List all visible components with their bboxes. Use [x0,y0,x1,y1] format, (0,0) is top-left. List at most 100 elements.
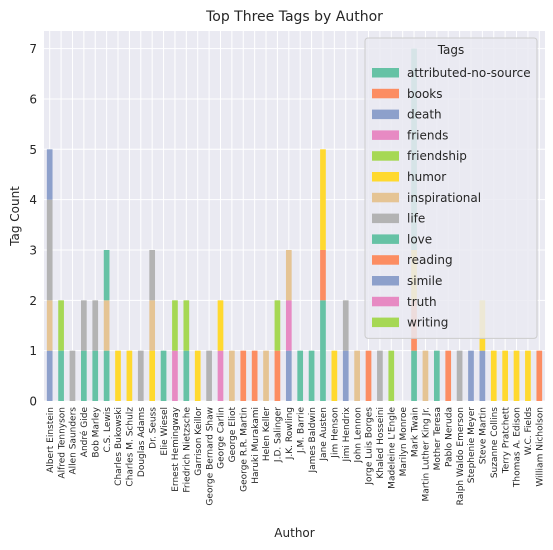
bar-segment [263,350,269,401]
x-tick-label: J.M. Barrie [296,407,306,454]
y-tick-label: 6 [29,92,37,106]
x-tick-label: Terry Pratchett [501,407,511,475]
x-tick-label: Ernest Hemingway [171,406,181,491]
legend-swatch [372,88,399,99]
x-tick-label: Martin Luther King Jr. [422,407,432,502]
legend-label: simile [407,274,442,288]
bar-segment [456,350,463,401]
bar-segment [285,300,292,351]
bar-segment [422,350,429,401]
bar-segment [137,350,144,401]
bar-segment [149,249,156,301]
x-tick-label: Mother Teresa [433,407,443,470]
y-tick-labels: 0 1 2 3 4 5 6 7 [29,42,37,408]
bar-segment [490,350,497,401]
legend-label: humor [407,170,446,184]
y-tick-label: 4 [29,193,37,207]
x-axis-label: Author [274,526,314,540]
bar-segment [194,350,201,401]
bar-segment [297,350,304,401]
bar-segment [46,199,53,301]
bar-segment [92,350,99,401]
legend-title: Tags [437,43,465,57]
x-tick-label: Steve Martin [479,407,489,464]
legend-label: reading [407,253,453,267]
bar-segment [320,149,326,250]
bar-segment [46,350,53,401]
legend-swatch [372,68,399,78]
x-tick-label: Bob Marley [91,406,101,457]
x-tick-label: James Baldwin [308,407,318,474]
bar-segment [354,350,360,401]
bar-segment [172,350,178,401]
x-tick-label: Marilyn Monroe [399,407,409,477]
bar-segment [525,350,531,401]
x-tick-label: Suzanne Collins [490,407,500,478]
bar-segment [103,350,110,401]
x-tick-label: Thomas A. Edison [513,407,523,488]
y-tick-label: 5 [29,143,37,157]
bar-segment [285,249,292,301]
bar-segment [46,149,53,200]
x-tick-label: Elie Wiesel [160,407,170,456]
bar-segment [285,350,292,401]
bar-segment [126,350,133,401]
legend-swatch [372,192,399,203]
bar-segment [240,350,247,401]
x-tick-label: André Gide [79,407,90,458]
legend-label: life [407,212,425,226]
legend-swatch [372,234,399,244]
x-tick-label: William Nicholson [536,407,546,487]
bar-segment [274,350,281,401]
bar-segment [251,350,258,401]
bar-segment [536,350,543,401]
x-tick-label: Friedrich Nietzsche [183,407,193,493]
legend-swatch [372,276,399,286]
x-tick-label: George Bernard Shaw [205,407,215,506]
bar-segment [320,249,326,301]
bar-segment [217,350,224,401]
x-tick-label: Jorge Luis Borges [365,407,375,486]
x-tick-label: Haruki Murakami [251,407,261,484]
bar-segment [468,350,474,401]
x-tick-label: George R.R. Martin [239,407,249,492]
y-tick-label: 7 [29,42,37,56]
legend-label: inspirational [407,191,481,205]
x-tick-label: Khaled Hosseini [376,407,386,479]
x-tick-label: Stephenie Meyer [467,407,477,484]
legend: Tags attributed-no-source books death frien… [364,37,538,339]
chart-title: Top Three Tags by Author [205,9,383,25]
legend-label: books [407,87,443,101]
bar-segment [160,350,167,401]
bar-segment [149,300,156,351]
y-axis-label: Tag Count [8,186,22,247]
x-tick-label: Pablo Neruda [444,407,454,467]
bar-segment [172,300,178,351]
bar-segment [445,350,452,401]
bar-segment [217,300,224,351]
bar-segment [308,350,315,401]
x-tick-label: Allen Saunders [69,407,79,475]
y-tick-label: 0 [29,395,37,409]
legend-label: death [407,108,442,122]
bar-segment [58,300,64,351]
x-tick-label: John Lennon [353,407,363,463]
x-tick-label: George Carlin [217,407,227,469]
x-tick-label: Helen Keller [262,407,272,461]
y-tick-label: 3 [29,243,37,257]
bar-segment [92,300,99,351]
legend-box [364,37,538,339]
bar-segment [69,350,76,401]
legend-label: writing [407,316,448,330]
legend-swatch [372,213,399,224]
bar-segment [81,300,87,351]
x-tick-label: Charles M. Schulz [126,407,136,487]
x-tick-label: J.K. Rowling [285,407,295,460]
x-tick-label: Ralph Waldo Emerson [456,407,466,505]
bar-segment [479,350,486,401]
bar-segment [365,350,372,401]
x-tick-labels: Albert Einstein Alfred Tennyson Allen Saun… [46,406,546,505]
x-tick-label: W.C. Fields [524,407,534,456]
bar-segment [377,350,383,401]
